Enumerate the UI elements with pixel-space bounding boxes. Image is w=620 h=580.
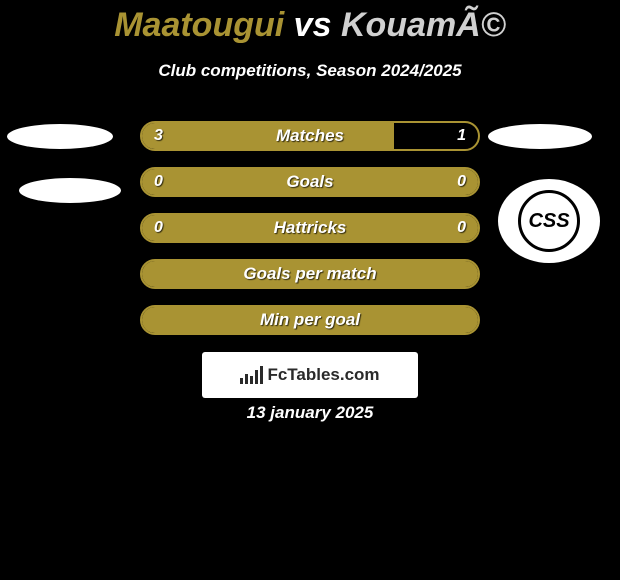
stat-left-value: 0: [154, 215, 163, 241]
stat-left-value: 0: [154, 169, 163, 195]
stat-right-value: 0: [457, 215, 466, 241]
stat-bar: Hattricks0 0: [140, 213, 480, 243]
stat-label: Min per goal: [142, 307, 478, 333]
stat-label: Matches: [142, 123, 478, 149]
club-logo-right: CSS: [498, 179, 600, 263]
player-left-name: Maatougui: [114, 6, 284, 44]
stat-row: Goals per match: [0, 259, 620, 289]
player-right-name: KouamÃ©: [341, 6, 506, 44]
stat-row: Min per goal: [0, 305, 620, 335]
stat-bar: Goals per match: [140, 259, 480, 289]
stat-label: Goals per match: [142, 261, 478, 287]
stat-bar: Min per goal: [140, 305, 480, 335]
avatar-left-low: [19, 178, 121, 203]
stat-bar: Goals0 0: [140, 167, 480, 197]
stat-right-value: 0: [457, 169, 466, 195]
stat-bar: Matches3 1: [140, 121, 480, 151]
club-logo-text: CSS: [518, 190, 580, 252]
date-label: 13 january 2025: [0, 403, 620, 423]
brand-name: FcTables.com: [267, 365, 379, 385]
avatar-left-top: [7, 124, 113, 149]
stat-label: Goals: [142, 169, 478, 195]
vs-separator: vs: [294, 6, 332, 44]
avatar-right-top: [488, 124, 592, 149]
brand-logo-box: FcTables.com: [202, 352, 418, 398]
stat-left-value: 3: [154, 123, 163, 149]
chart-icon: [240, 366, 263, 384]
subtitle: Club competitions, Season 2024/2025: [0, 61, 620, 81]
stat-right-value: 1: [457, 123, 466, 149]
stat-label: Hattricks: [142, 215, 478, 241]
page-title: Maatougui vs KouamÃ©: [0, 0, 620, 45]
